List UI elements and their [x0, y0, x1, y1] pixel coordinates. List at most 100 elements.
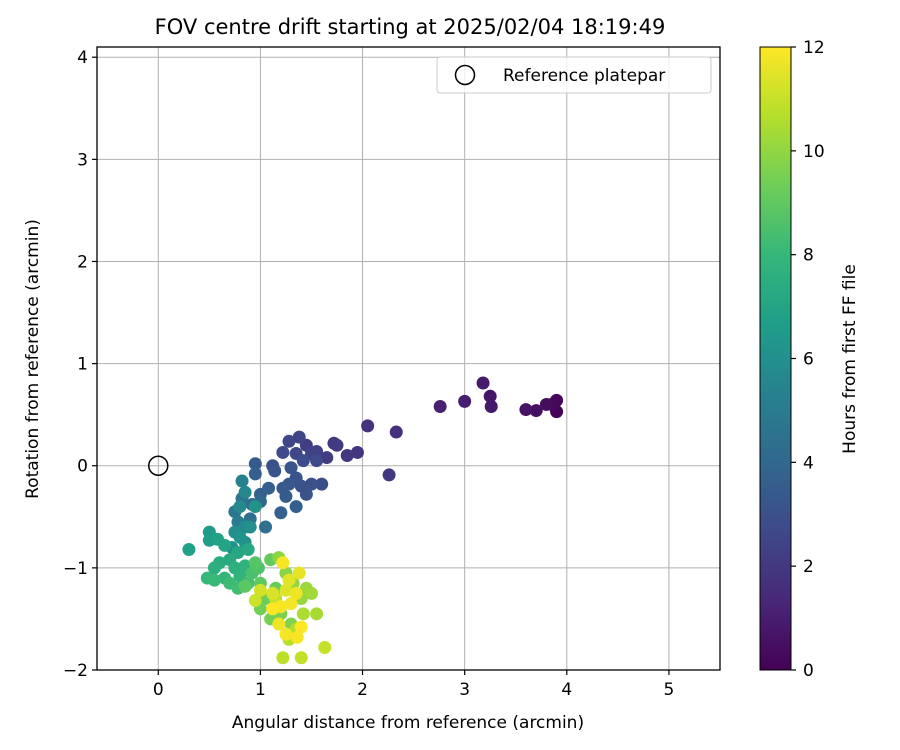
- data-point: [235, 474, 249, 488]
- data-point: [529, 404, 543, 418]
- data-point: [310, 454, 324, 468]
- data-point: [539, 397, 553, 411]
- data-point: [274, 506, 288, 520]
- data-point: [248, 500, 262, 514]
- colorbar-tick-label: 0: [803, 661, 814, 681]
- legend: Reference platepar: [436, 56, 712, 94]
- data-point: [296, 454, 310, 468]
- data-point: [279, 627, 293, 641]
- colorbar-tick-label: 8: [803, 246, 814, 266]
- y-tick-label: 1: [77, 355, 88, 375]
- y-tick-label: −1: [63, 559, 88, 579]
- data-point: [433, 400, 447, 414]
- data-point: [259, 520, 273, 534]
- x-tick-label: 5: [664, 680, 675, 700]
- data-point: [304, 477, 318, 491]
- y-tick-label: 0: [77, 457, 88, 477]
- data-point: [327, 436, 341, 450]
- data-point: [361, 419, 375, 433]
- data-point: [279, 489, 293, 503]
- y-tick-label: 3: [77, 150, 88, 170]
- colorbar: 0 2 4 6 8 10 12 Hours from first FF file: [759, 38, 860, 681]
- data-point: [310, 607, 324, 621]
- data-point: [218, 538, 232, 552]
- colorbar-label: Hours from first FF file: [840, 264, 860, 454]
- data-point: [266, 586, 280, 600]
- data-point: [276, 556, 290, 570]
- reference-platepar-marker: [148, 455, 169, 476]
- data-point: [382, 468, 396, 482]
- x-axis-label: Angular distance from reference (arcmin): [232, 713, 584, 733]
- x-tick-label: 1: [255, 680, 266, 700]
- x-tick-label: 2: [357, 680, 368, 700]
- data-point: [350, 445, 364, 459]
- data-point: [248, 556, 262, 570]
- data-point: [294, 651, 308, 665]
- data-point: [304, 586, 318, 600]
- data-point: [248, 594, 262, 608]
- data-point: [320, 451, 334, 465]
- data-point: [276, 651, 290, 665]
- grid: [97, 47, 720, 671]
- data-point: [279, 583, 293, 597]
- y-ticks: −2 −1 0 1 2 3 4: [63, 48, 97, 681]
- colorbar-ticks: 0 2 4 6 8 10 12: [791, 38, 825, 681]
- data-point: [276, 445, 290, 459]
- data-point: [315, 477, 329, 491]
- colorbar-tick-label: 2: [803, 557, 814, 577]
- data-point: [282, 573, 296, 587]
- data-point: [289, 500, 303, 514]
- y-tick-label: 4: [77, 48, 88, 68]
- data-point: [248, 457, 262, 471]
- plot-frame: [96, 46, 721, 671]
- legend-marker-open-circle: [454, 64, 476, 86]
- x-tick-label: 3: [459, 680, 470, 700]
- data-point: [241, 542, 255, 556]
- data-point: [233, 530, 247, 544]
- data-point: [207, 573, 221, 587]
- data-point: [290, 630, 304, 644]
- data-point: [296, 607, 310, 621]
- data-point: [289, 586, 303, 600]
- x-tick-label: 0: [153, 680, 164, 700]
- data-point: [272, 617, 286, 631]
- reference-point: [148, 455, 169, 476]
- data-point: [294, 620, 308, 634]
- data-point: [282, 434, 296, 448]
- data-point: [253, 583, 267, 597]
- colorbar-gradient: [759, 46, 792, 671]
- data-points: [182, 376, 564, 665]
- data-point: [292, 430, 306, 444]
- colorbar-tick-label: 10: [803, 142, 825, 162]
- y-axis-label: Rotation from reference (arcmin): [23, 219, 43, 499]
- x-tick-label: 4: [561, 680, 572, 700]
- data-point: [182, 542, 196, 556]
- legend-label-reference-platepar: Reference platepar: [503, 66, 665, 86]
- data-point: [268, 464, 282, 478]
- data-point: [266, 602, 280, 616]
- data-point: [519, 403, 533, 417]
- chart-title: FOV centre drift starting at 2025/02/04 …: [155, 15, 666, 39]
- data-point: [476, 376, 490, 390]
- y-tick-label: −2: [63, 661, 88, 681]
- x-ticks: 0 1 2 3 4 5: [153, 670, 674, 700]
- data-point: [284, 597, 298, 611]
- data-point: [238, 485, 252, 499]
- data-point: [318, 641, 332, 655]
- data-point: [284, 461, 298, 475]
- y-tick-label: 2: [77, 252, 88, 272]
- colorbar-tick-label: 4: [803, 453, 814, 473]
- colorbar-tick-label: 12: [803, 38, 825, 58]
- data-point: [238, 579, 252, 593]
- colorbar-tick-label: 6: [803, 350, 814, 370]
- data-point: [207, 561, 221, 575]
- data-point: [483, 389, 497, 403]
- legend-box: [436, 56, 712, 94]
- data-point: [389, 425, 403, 439]
- data-point: [233, 500, 247, 514]
- data-point: [458, 394, 472, 408]
- data-point: [243, 520, 257, 534]
- data-point: [340, 449, 354, 463]
- data-point: [292, 566, 306, 580]
